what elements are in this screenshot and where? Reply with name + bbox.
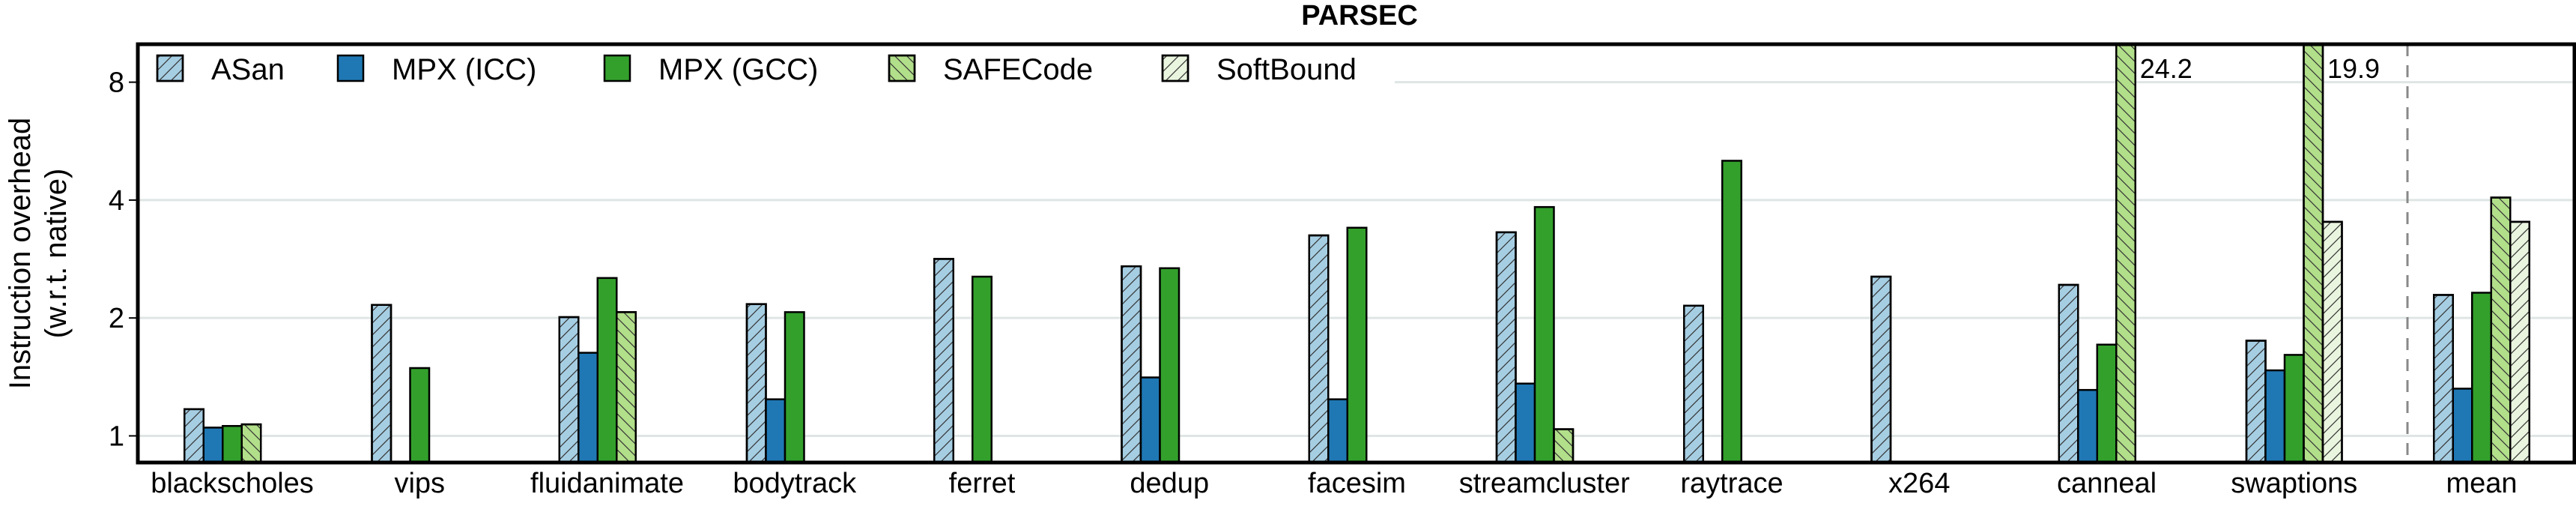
- bar-hatch: [1553, 428, 1575, 464]
- bar-bodytrack-mpx-icc-: [765, 398, 787, 464]
- x-tick-label: mean: [2446, 468, 2517, 499]
- x-tick-label: vips: [394, 468, 445, 499]
- x-tick-label: canneal: [2057, 468, 2157, 499]
- bar-hatch: [745, 303, 767, 464]
- x-tick-label: ferret: [949, 468, 1016, 499]
- bar-hatch: [1495, 231, 1517, 464]
- data-label-swaptions: 19.9: [2327, 53, 2380, 84]
- bar-hatch: [184, 408, 204, 464]
- bar-canneal-mpx-gcc-: [2096, 343, 2118, 464]
- x-tick-label: raytrace: [1680, 468, 1783, 499]
- bar-hatch: [2058, 283, 2079, 464]
- bar-bodytrack-mpx-gcc-: [784, 311, 805, 464]
- bar-swaptions-mpx-gcc-: [2283, 354, 2305, 464]
- bar-raytrace-mpx-gcc-: [1721, 160, 1742, 464]
- bar-hatch: [616, 311, 637, 464]
- bar-mean-mpx-gcc-: [2471, 292, 2492, 464]
- bar-streamcluster-mpx-icc-: [1515, 382, 1536, 464]
- bar-hatch: [558, 316, 580, 464]
- bar-hatch: [2245, 340, 2267, 464]
- legend-label: SAFECode: [943, 53, 1093, 86]
- data-label-canneal: 24.2: [2140, 53, 2192, 84]
- bar-hatch: [2321, 220, 2343, 464]
- bar-hatch: [240, 423, 262, 464]
- bar-hatch: [1121, 265, 1142, 464]
- y-axis-label: Instruction overhead (w.r.t. native): [4, 118, 73, 389]
- legend-swatch-hatch: [1161, 54, 1189, 82]
- bar-fluidanimate-mpx-gcc-: [596, 277, 618, 464]
- legend-label: MPX (ICC): [392, 53, 536, 86]
- chart-title: PARSEC: [1301, 0, 1418, 31]
- bar-hatch: [2303, 43, 2324, 464]
- bar-hatch: [2490, 196, 2512, 464]
- bars: [184, 43, 2530, 464]
- annotations: 24.2 19.9: [2140, 53, 2380, 84]
- x-tick-label: streamcluster: [1459, 468, 1630, 499]
- legend-swatch-hatch: [888, 54, 916, 82]
- x-tick-label: dedup: [1130, 468, 1209, 499]
- legend-swatch-mpx-gcc-: [603, 54, 631, 82]
- y-tick-label: 2: [109, 303, 124, 334]
- y-tick-label: 1: [109, 421, 124, 452]
- bar-streamcluster-mpx-gcc-: [1533, 205, 1555, 464]
- x-tick-label: fluidanimate: [530, 468, 684, 499]
- legend: ASan MPX (ICC) MPX (GCC) SAFECode SoftBound: [140, 46, 1395, 91]
- y-tick-label: 4: [109, 185, 124, 217]
- legend-swatch-hatch: [156, 54, 184, 82]
- bar-swaptions-mpx-icc-: [2264, 369, 2286, 464]
- bar-hatch: [1683, 304, 1704, 464]
- bar-hatch: [2509, 220, 2530, 464]
- y-axis-label-line2: (w.r.t. native): [40, 169, 73, 339]
- bar-blackscholes-mpx-icc-: [202, 427, 224, 464]
- bar-facesim-mpx-icc-: [1327, 398, 1348, 464]
- x-tick-label: facesim: [1308, 468, 1406, 499]
- plot-frame: [136, 42, 2576, 465]
- bar-facesim-mpx-gcc-: [1346, 226, 1368, 464]
- x-tick-label: x264: [1888, 468, 1950, 499]
- bar-hatch: [1870, 275, 1892, 464]
- bar-dedup-mpx-gcc-: [1159, 267, 1181, 464]
- x-tick-label: bodytrack: [733, 468, 857, 499]
- bar-fluidanimate-mpx-icc-: [578, 352, 598, 464]
- bar-vips-mpx-gcc-: [409, 367, 431, 464]
- legend-label: ASan: [211, 53, 285, 86]
- y-tick-label: 8: [109, 67, 124, 99]
- bar-ferret-mpx-gcc-: [972, 275, 992, 464]
- x-tick-labels: blackscholes vips fluidanimate bodytrack fer…: [151, 468, 2517, 499]
- legend-label: SoftBound: [1216, 53, 1357, 86]
- bar-mean-mpx-icc-: [2452, 388, 2473, 464]
- legend-swatch-mpx-icc-: [336, 54, 365, 82]
- bar-dedup-mpx-icc-: [1139, 376, 1161, 464]
- bar-hatch: [933, 258, 954, 464]
- bar-hatch: [2433, 294, 2454, 464]
- bar-hatch: [1308, 234, 1330, 464]
- bar-hatch: [2115, 43, 2136, 464]
- y-axis-label-line1: Instruction overhead: [4, 118, 37, 389]
- bar-hatch: [371, 304, 393, 464]
- x-tick-label: blackscholes: [151, 468, 314, 499]
- bar-canneal-mpx-icc-: [2077, 388, 2098, 464]
- y-ticks: 1 2 4 8: [109, 67, 138, 452]
- legend-label: MPX (GCC): [658, 53, 818, 86]
- x-tick-label: swaptions: [2231, 468, 2357, 499]
- bar-blackscholes-mpx-gcc-: [222, 424, 243, 464]
